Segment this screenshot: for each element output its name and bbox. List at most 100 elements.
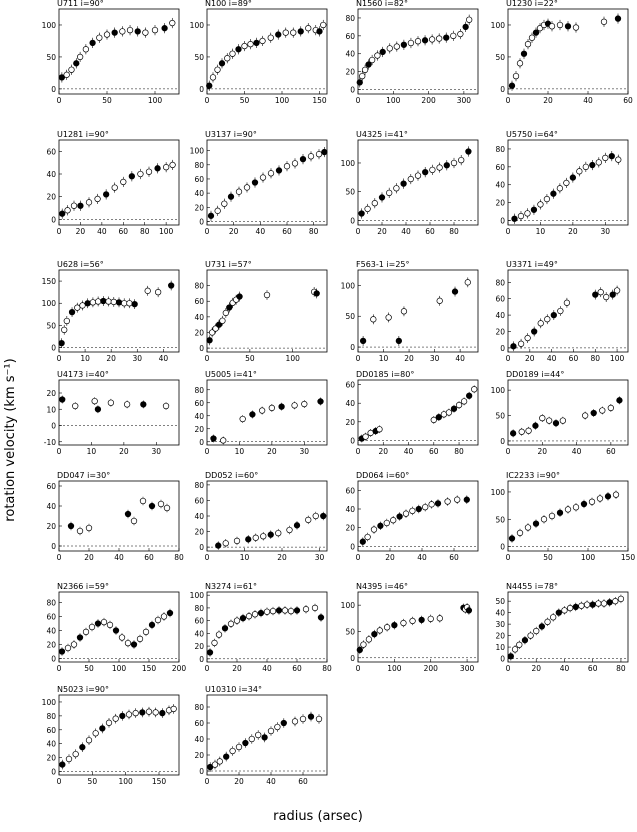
data-point — [557, 307, 564, 315]
x-tick-label: 10 — [240, 553, 250, 562]
data-point — [379, 48, 386, 56]
panel-title: DD052 i=60° — [205, 471, 258, 480]
data-point — [451, 288, 459, 295]
data-point — [511, 215, 518, 222]
data-point — [301, 400, 308, 408]
data-point — [444, 498, 451, 505]
data-point — [282, 29, 289, 36]
y-tick-label: 40 — [194, 313, 204, 322]
y-tick-label: 0 — [51, 215, 56, 224]
data-point — [258, 407, 266, 414]
x-tick-label: 60 — [119, 227, 129, 236]
y-tick-label: 100 — [491, 21, 506, 30]
x-tick-label: 10 — [536, 227, 546, 236]
data-point — [507, 653, 514, 660]
x-tick-label: 20 — [234, 777, 244, 786]
data-point — [126, 26, 134, 34]
x-tick-label: 0 — [57, 553, 62, 562]
y-tick-label: 0 — [500, 543, 505, 552]
panel-title: N1560 i=82° — [356, 0, 408, 8]
y-tick-label: 100 — [42, 299, 57, 308]
x-tick-label: 60 — [425, 227, 435, 236]
data-point — [371, 200, 378, 207]
data-point — [125, 711, 133, 718]
x-tick-label: 20 — [277, 553, 287, 562]
data-point — [106, 621, 114, 629]
panel-title: N2366 i=59° — [57, 582, 109, 591]
data-point — [145, 708, 153, 715]
data-point — [428, 501, 435, 508]
data-point — [144, 287, 151, 294]
data-point — [207, 212, 215, 219]
x-tick-label: 0 — [506, 354, 511, 363]
data-point — [458, 156, 465, 164]
y-tick-label: 0 — [51, 655, 56, 664]
data-point — [293, 522, 301, 529]
x-tick-label: 20 — [119, 447, 129, 456]
data-point — [556, 509, 564, 516]
y-tick-label: 20 — [46, 389, 56, 398]
data-point — [210, 435, 217, 442]
data-point — [530, 206, 538, 213]
data-point — [595, 600, 602, 607]
panel-5: U3137 i=90° 0 20 40 60 80 0 20 40 60 80 100 — [190, 130, 328, 236]
data-point — [510, 343, 517, 350]
x-tick-label: 100 — [387, 664, 402, 673]
x-tick-label: 50 — [84, 664, 94, 673]
x-tick-label: 80 — [322, 664, 332, 673]
y-tick-label: 60 — [345, 32, 355, 41]
data-point — [76, 634, 84, 641]
data-point — [59, 210, 66, 217]
panel-19: IC2233 i=90° 0 50 100 150 0 50 100 — [491, 471, 636, 562]
x-tick-label: 100 — [275, 96, 290, 105]
data-point — [407, 175, 414, 183]
data-point — [460, 398, 468, 405]
data-point — [94, 195, 101, 203]
data-point — [206, 649, 214, 656]
data-point — [137, 170, 144, 178]
panel-title: U711 i=90° — [57, 0, 104, 8]
y-tick-label: 60 — [194, 297, 204, 306]
data-point — [139, 497, 147, 505]
data-point — [393, 43, 400, 50]
data-point — [364, 533, 371, 541]
data-point — [154, 289, 162, 296]
data-point — [215, 631, 223, 638]
data-point — [407, 39, 415, 47]
x-tick-label: 20 — [377, 227, 387, 236]
data-point — [400, 180, 407, 187]
data-point — [559, 417, 567, 424]
data-point — [616, 397, 623, 404]
panel-8: U628 i=56° 0 10 20 30 40 0 50 100 150 — [42, 260, 180, 363]
data-point — [391, 622, 398, 629]
y-tick-label: 40 — [194, 189, 204, 198]
data-point — [82, 46, 90, 53]
y-tick-label: 80 — [194, 481, 204, 490]
x-tick-label: 20 — [106, 354, 116, 363]
x-tick-label: 30 — [152, 447, 162, 456]
data-point — [421, 37, 429, 44]
data-point — [592, 291, 599, 298]
panel-14: DD0185 i=80° 0 20 40 60 80 0 20 40 60 — [345, 370, 479, 456]
panel-frame — [206, 694, 328, 776]
data-point — [463, 496, 470, 503]
data-point — [233, 537, 241, 545]
x-tick-label: 40 — [401, 227, 411, 236]
data-point — [209, 74, 217, 81]
data-point — [73, 60, 80, 67]
data-point — [524, 210, 531, 217]
panel-title: U3137 i=90° — [205, 130, 257, 139]
panel-frame — [507, 379, 629, 446]
data-point — [82, 628, 90, 636]
y-tick-label: 20 — [495, 328, 505, 337]
data-point — [537, 320, 544, 327]
data-point — [315, 715, 323, 723]
data-point — [544, 618, 551, 625]
y-tick-label: 40 — [194, 629, 204, 638]
panel-frame — [357, 269, 479, 353]
y-tick-label: 60 — [345, 381, 355, 390]
data-point — [400, 308, 408, 315]
x-tick-label: 40 — [547, 354, 557, 363]
panel-7: U5750 i=64° 0 10 20 30 0 20 40 60 80 — [495, 130, 629, 236]
